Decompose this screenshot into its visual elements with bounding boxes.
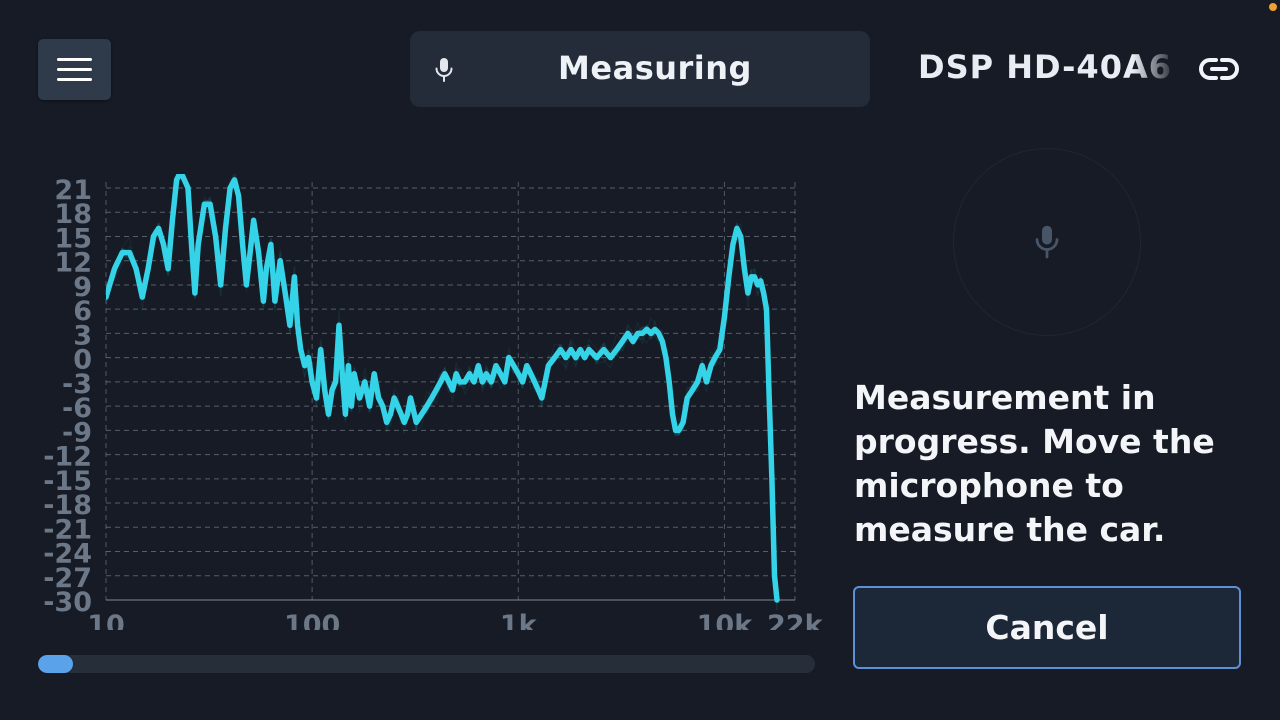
y-tick-label: -3 (62, 369, 92, 400)
chart-grid (105, 182, 796, 601)
x-tick-label: 22k (767, 610, 824, 630)
y-tick-label: -15 (43, 466, 92, 497)
status-pill: Measuring (410, 31, 870, 107)
x-tick-label: 10k (697, 610, 754, 630)
y-tick-label: -27 (43, 563, 92, 594)
hamburger-menu-icon-bar (57, 78, 92, 81)
measurement-message: Measurement in progress. Move the microp… (854, 378, 1215, 549)
link-icon[interactable] (1199, 56, 1239, 82)
y-tick-label: -30 (43, 587, 92, 618)
x-tick-label: 1k (500, 610, 538, 630)
hamburger-menu-icon-bar (57, 68, 92, 71)
y-tick-label: -9 (62, 417, 92, 448)
y-tick-label: 18 (54, 199, 92, 230)
status-dot (1269, 3, 1277, 11)
y-tick-label: 9 (73, 272, 92, 303)
y-tick-label: 12 (54, 248, 92, 279)
y-tick-label: 3 (73, 320, 92, 351)
frequency-response-chart: 211815129630-3-6-9-12-15-18-21-24-27-30 … (43, 174, 824, 630)
y-tick-label: -18 (43, 490, 92, 521)
y-tick-label: 6 (73, 296, 92, 327)
y-tick-label: -6 (62, 393, 92, 424)
microphone-icon (435, 58, 453, 82)
x-tick-label: 100 (284, 610, 340, 630)
microphone-icon (1035, 225, 1059, 259)
current-response-line (106, 174, 780, 603)
measurement-progress-bar (38, 655, 815, 673)
hamburger-menu-icon (57, 58, 92, 61)
y-tick-label: 21 (54, 175, 92, 206)
y-tick-label: 15 (54, 223, 92, 254)
status-title: Measuring (558, 49, 752, 87)
x-axis-ticks: 10 100 1k 10k 22k (87, 610, 823, 630)
history-trace (106, 174, 778, 611)
chart-history-traces (106, 174, 778, 611)
y-tick-label: -24 (43, 539, 92, 570)
y-tick-label: -12 (43, 442, 92, 473)
chart-current-trace (106, 174, 780, 603)
measurement-mic-indicator (953, 148, 1141, 336)
menu-button[interactable] (38, 39, 111, 100)
x-tick-label: 10 (87, 610, 125, 630)
measurement-progress-fill (38, 655, 73, 673)
device-name: DSP HD-40A6 (918, 48, 1172, 86)
y-tick-label: 0 (73, 345, 92, 376)
y-tick-label: -21 (43, 514, 92, 545)
cancel-button[interactable]: Cancel (853, 586, 1241, 669)
